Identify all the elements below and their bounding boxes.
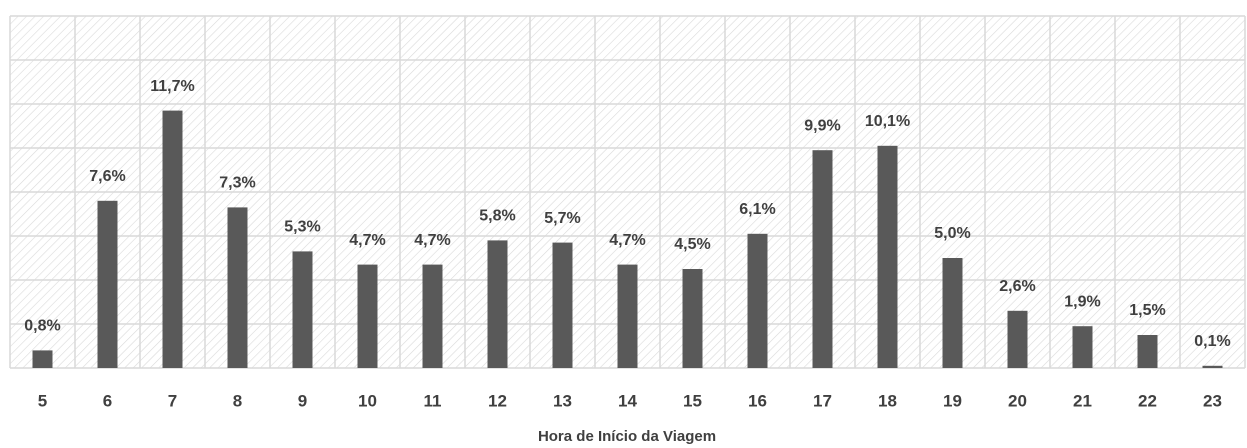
data-label: 5,7%: [544, 210, 580, 227]
x-tick-label: 17: [813, 391, 832, 410]
data-label: 7,3%: [219, 175, 255, 192]
bar: [422, 264, 443, 368]
data-label: 2,6%: [999, 278, 1035, 295]
bar: [97, 200, 118, 368]
x-tick-label: 23: [1203, 391, 1222, 410]
bar: [747, 233, 768, 368]
x-tick-label: 16: [748, 391, 767, 410]
x-tick-label: 12: [488, 391, 507, 410]
bar: [357, 264, 378, 368]
bar: [227, 207, 248, 368]
data-label: 4,7%: [349, 232, 385, 249]
x-axis-title: Hora de Início da Viagem: [538, 428, 716, 445]
x-tick-label: 10: [358, 391, 377, 410]
data-label: 10,1%: [865, 113, 910, 130]
x-tick-label: 8: [233, 391, 242, 410]
x-tick-label: 7: [168, 391, 177, 410]
data-label: 4,7%: [414, 232, 450, 249]
bar: [1202, 365, 1223, 368]
data-label: 4,7%: [609, 232, 645, 249]
bar: [162, 110, 183, 368]
bar: [1007, 310, 1028, 368]
bar: [292, 251, 313, 368]
bar: [942, 258, 963, 368]
bar: [1072, 326, 1093, 368]
x-tick-label: 5: [38, 391, 47, 410]
x-tick-label: 18: [878, 391, 897, 410]
data-label: 7,6%: [89, 168, 125, 185]
bar: [32, 350, 53, 368]
x-tick-label: 22: [1138, 391, 1157, 410]
x-tick-label: 15: [683, 391, 702, 410]
x-tick-label: 20: [1008, 391, 1027, 410]
data-label: 6,1%: [739, 201, 775, 218]
x-tick-label: 13: [553, 391, 572, 410]
bar: [812, 150, 833, 368]
x-tick-label: 14: [618, 391, 637, 410]
data-label: 4,5%: [674, 236, 710, 253]
bar: [682, 269, 703, 368]
data-label: 5,8%: [479, 208, 515, 225]
x-tick-label: 21: [1073, 391, 1092, 410]
bar: [487, 240, 508, 368]
data-label: 0,1%: [1194, 333, 1230, 350]
bar: [877, 145, 898, 368]
x-tick-label: 19: [943, 391, 962, 410]
data-label: 5,0%: [934, 225, 970, 242]
data-label: 1,9%: [1064, 293, 1100, 310]
data-label: 0,8%: [24, 318, 60, 335]
x-tick-label: 9: [298, 391, 307, 410]
data-label: 1,5%: [1129, 302, 1165, 319]
data-label: 5,3%: [284, 219, 320, 236]
bar: [617, 264, 638, 368]
data-label: 9,9%: [804, 117, 840, 134]
x-tick-label: 11: [424, 391, 442, 410]
x-tick-label: 6: [103, 391, 112, 410]
data-label: 11,7%: [150, 78, 194, 95]
bar: [1137, 335, 1158, 368]
bar: [552, 242, 573, 368]
